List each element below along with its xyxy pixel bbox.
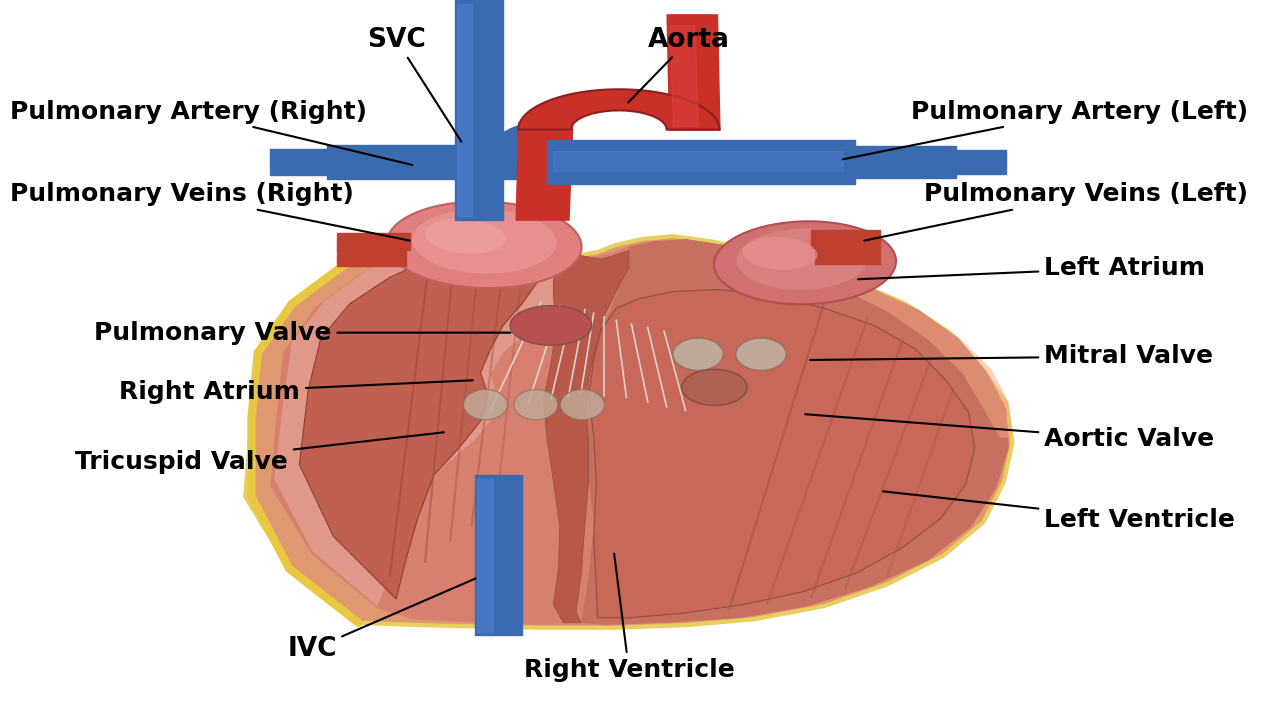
Ellipse shape [513,390,558,420]
Text: Tricuspid Valve: Tricuspid Valve [76,432,444,474]
Text: Pulmonary Valve: Pulmonary Valve [95,320,511,345]
Polygon shape [543,251,628,623]
Ellipse shape [736,228,868,290]
Ellipse shape [509,305,591,346]
Text: Right Atrium: Right Atrium [119,380,472,405]
Text: Mitral Valve: Mitral Valve [810,344,1213,369]
Ellipse shape [412,209,557,274]
Text: Pulmonary Artery (Right): Pulmonary Artery (Right) [10,99,412,165]
Polygon shape [589,289,975,618]
Polygon shape [300,245,550,599]
Ellipse shape [673,338,723,371]
Polygon shape [518,89,719,130]
Text: Aorta: Aorta [628,27,731,102]
Text: Pulmonary Veins (Right): Pulmonary Veins (Right) [10,182,410,240]
Text: Left Ventricle: Left Ventricle [883,491,1235,532]
Text: Pulmonary Artery (Left): Pulmonary Artery (Left) [844,99,1248,159]
Ellipse shape [714,221,896,305]
Ellipse shape [425,218,506,254]
Text: Aortic Valve: Aortic Valve [805,414,1213,451]
Ellipse shape [463,390,507,420]
Polygon shape [581,239,1009,625]
Ellipse shape [561,390,604,420]
Text: SVC: SVC [367,27,461,142]
Ellipse shape [742,237,818,270]
Polygon shape [246,223,1012,628]
Ellipse shape [387,202,581,288]
Text: Pulmonary Veins (Left): Pulmonary Veins (Left) [864,182,1248,240]
Polygon shape [780,248,1012,438]
Text: Left Atrium: Left Atrium [858,256,1204,280]
Ellipse shape [736,338,786,371]
Text: Right Ventricle: Right Ventricle [524,554,735,682]
Polygon shape [270,230,1009,625]
Text: IVC: IVC [287,579,475,662]
Polygon shape [274,232,591,606]
Ellipse shape [682,369,748,405]
